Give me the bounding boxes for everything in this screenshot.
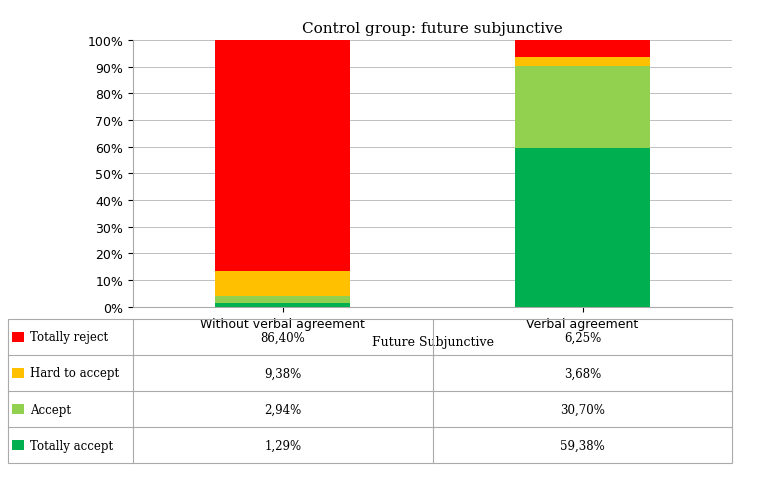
Bar (515, 58, 650, 67)
Text: 3,68%: 3,68% (564, 367, 601, 380)
Text: Accept: Accept (30, 403, 71, 416)
Bar (515, 41, 650, 58)
Text: 9,38%: 9,38% (264, 367, 301, 380)
Bar (216, 296, 350, 304)
Title: Control group: future subjunctive: Control group: future subjunctive (302, 22, 563, 36)
Text: 59,38%: 59,38% (560, 439, 605, 452)
Text: Totally reject: Totally reject (30, 331, 108, 344)
X-axis label: Future Subjunctive: Future Subjunctive (372, 336, 493, 348)
Bar (216, 41, 350, 271)
Bar (216, 304, 350, 307)
Text: 86,40%: 86,40% (260, 331, 305, 344)
Text: 6,25%: 6,25% (564, 331, 601, 344)
Text: 2,94%: 2,94% (264, 403, 301, 416)
Bar (216, 271, 350, 296)
Text: Totally accept: Totally accept (30, 439, 113, 452)
Bar (515, 149, 650, 307)
Text: 30,70%: 30,70% (560, 403, 605, 416)
Text: Hard to accept: Hard to accept (30, 367, 118, 380)
Text: 1,29%: 1,29% (264, 439, 301, 452)
Bar (515, 67, 650, 149)
